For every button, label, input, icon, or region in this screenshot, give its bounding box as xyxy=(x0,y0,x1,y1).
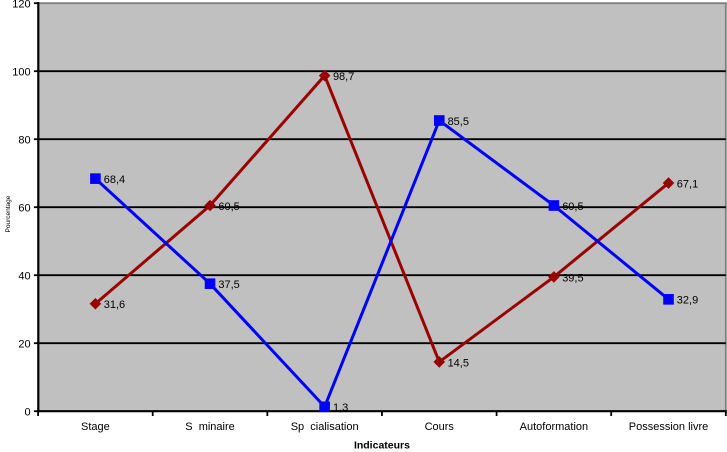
svg-text:14,5: 14,5 xyxy=(448,357,469,369)
svg-text:39,5: 39,5 xyxy=(562,272,583,284)
svg-text:60: 60 xyxy=(18,203,30,215)
svg-text:Pourcentage: Pourcentage xyxy=(5,195,12,232)
svg-text:Autoformation: Autoformation xyxy=(520,421,588,433)
svg-text:40: 40 xyxy=(18,271,30,283)
svg-text:Sp cialisation: Sp cialisation xyxy=(291,421,359,433)
svg-text:80: 80 xyxy=(18,135,30,147)
svg-text:1,3: 1,3 xyxy=(333,402,348,414)
svg-text:37,5: 37,5 xyxy=(218,279,239,291)
svg-text:Cours: Cours xyxy=(425,421,455,433)
svg-text:100: 100 xyxy=(12,67,30,79)
svg-text:67,1: 67,1 xyxy=(677,178,698,190)
svg-text:68,4: 68,4 xyxy=(104,174,125,186)
svg-text:Possession livre: Possession livre xyxy=(629,421,708,433)
svg-text:31,6: 31,6 xyxy=(104,299,125,311)
svg-text:20: 20 xyxy=(18,339,30,351)
svg-text:120: 120 xyxy=(12,0,30,11)
svg-text:0: 0 xyxy=(24,407,30,419)
svg-text:32,9: 32,9 xyxy=(677,295,698,307)
svg-text:85,5: 85,5 xyxy=(448,116,469,128)
svg-text:Stage: Stage xyxy=(81,421,110,433)
svg-text:98,7: 98,7 xyxy=(333,71,354,83)
svg-text:60,5: 60,5 xyxy=(562,201,583,213)
svg-text:S minaire: S minaire xyxy=(185,421,235,433)
svg-text:Indicateurs: Indicateurs xyxy=(354,440,410,452)
svg-text:60,5: 60,5 xyxy=(218,201,239,213)
